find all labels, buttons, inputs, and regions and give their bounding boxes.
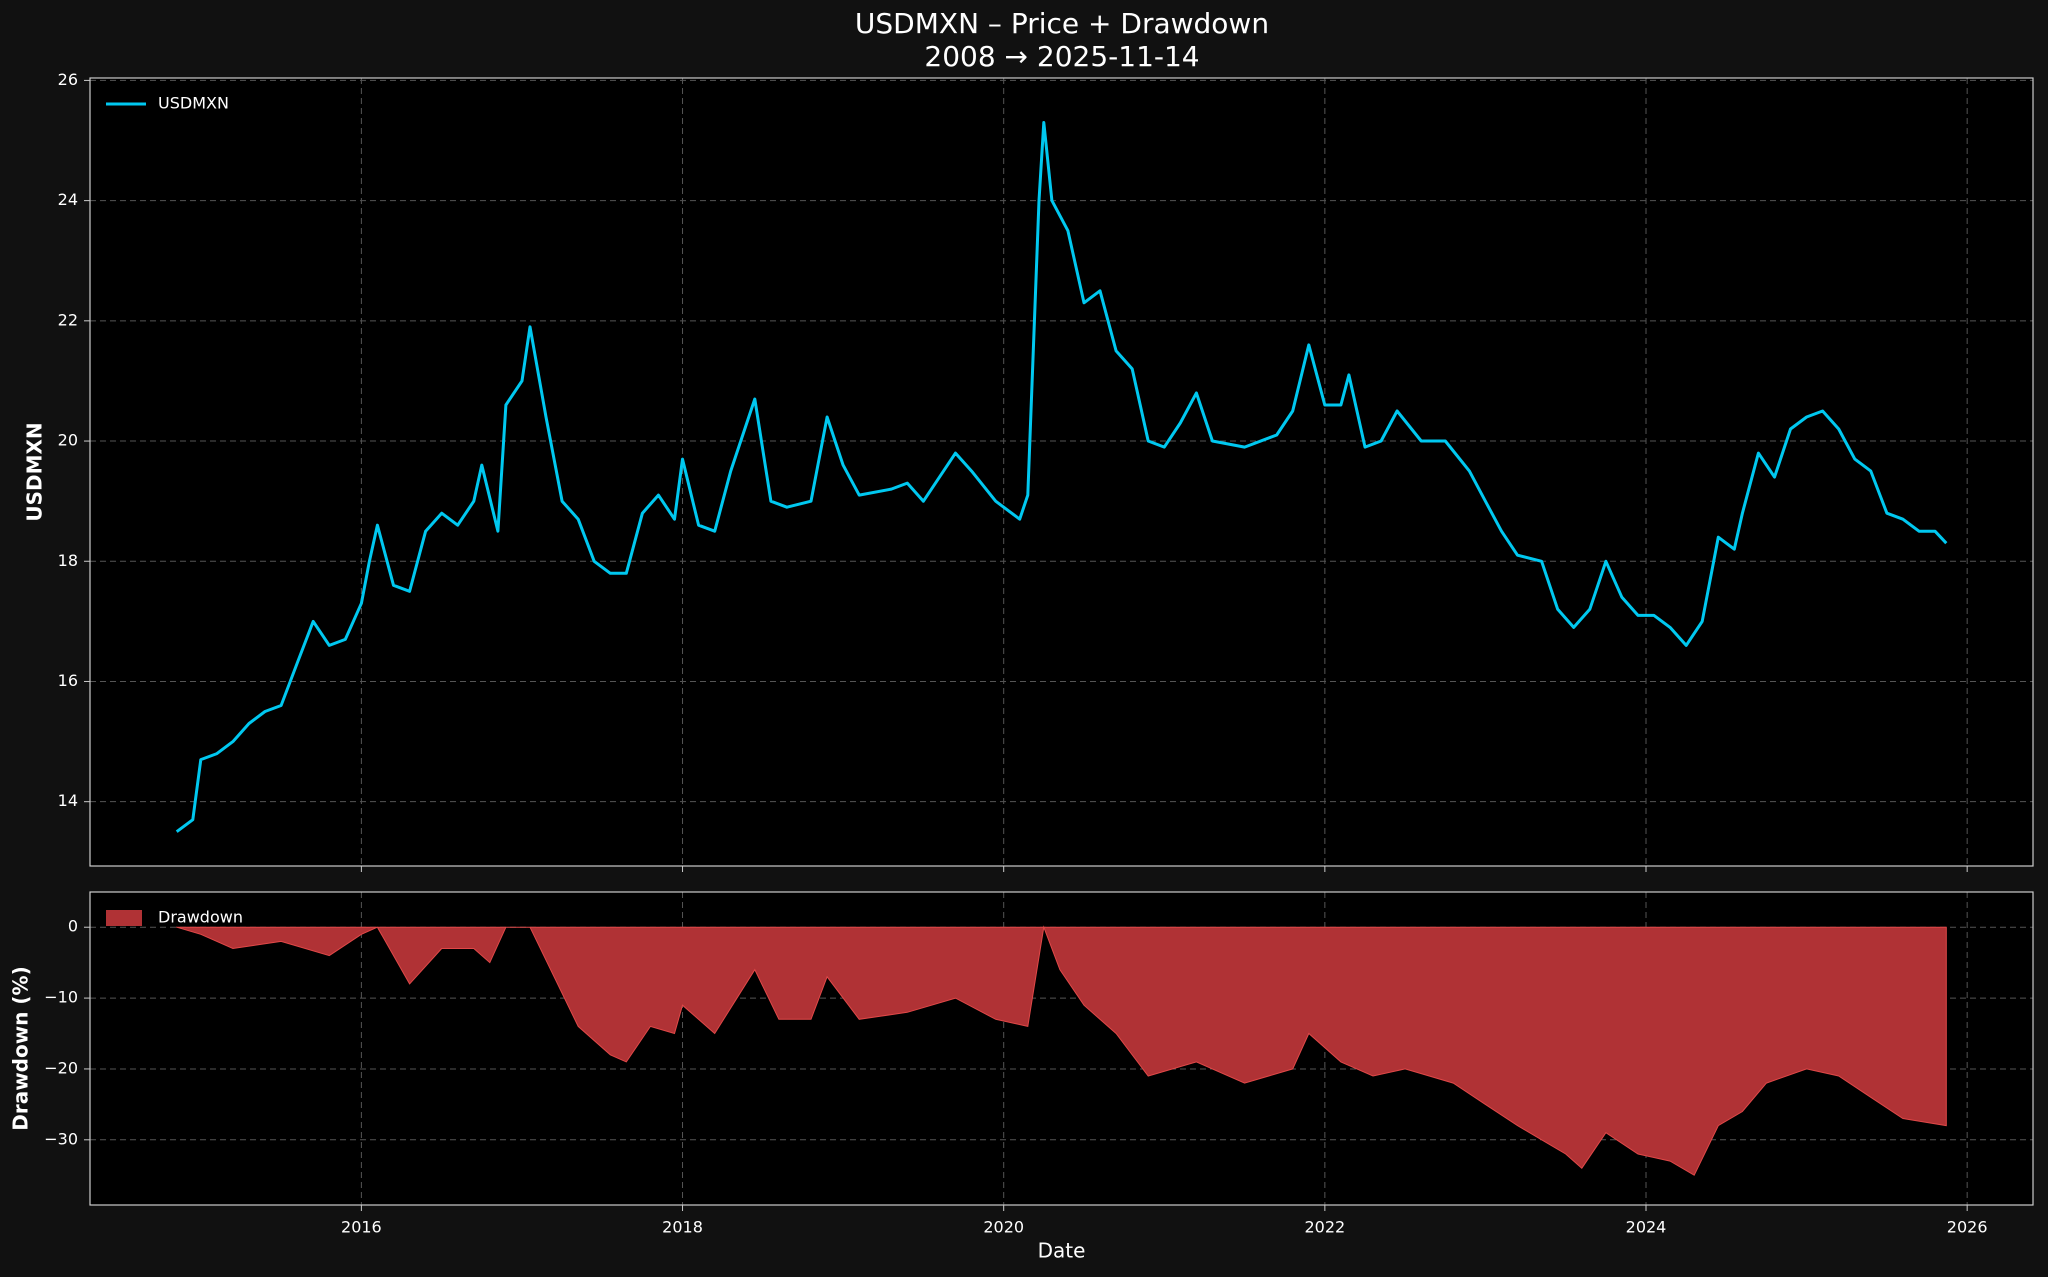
drawdown-area: [176, 925, 1947, 1176]
plot-frame: [89, 891, 2034, 1206]
y-tick-label: 0: [68, 917, 78, 936]
y-tick-label: 14: [58, 791, 78, 810]
y-tick-label: 16: [58, 671, 78, 690]
chart-subtitle: 2008 → 2025-11-14: [924, 40, 1199, 73]
price-line: [175, 121, 1948, 833]
y-tick-label: 18: [58, 551, 78, 570]
y-tick-label: −10: [44, 988, 78, 1007]
x-tick-label: 2024: [1626, 1218, 1667, 1237]
legend-label: Drawdown: [158, 908, 243, 927]
plot-area: [90, 78, 2033, 866]
y-tick-label: −30: [44, 1129, 78, 1148]
legend-label: USDMXN: [158, 94, 229, 113]
chart-title: USDMXN – Price + Drawdown: [855, 7, 1269, 40]
y-tick-label: −20: [44, 1058, 78, 1077]
y-axis-label: USDMXN: [23, 422, 47, 521]
y-axis-label: Drawdown (%): [9, 966, 33, 1131]
legend-swatch: [106, 910, 142, 926]
x-tick-label: 2016: [341, 1218, 382, 1237]
y-tick-label: 26: [58, 70, 78, 89]
x-axis-label: Date: [1038, 1239, 1086, 1263]
plot-frame: [89, 77, 2034, 867]
y-tick-label: 22: [58, 310, 78, 329]
x-tick-label: 2022: [1304, 1218, 1345, 1237]
x-tick-label: 2018: [662, 1218, 703, 1237]
x-tick-label: 2020: [983, 1218, 1024, 1237]
y-tick-label: 24: [58, 190, 78, 209]
x-tick-label: 2026: [1947, 1218, 1988, 1237]
y-tick-label: 20: [58, 431, 78, 450]
